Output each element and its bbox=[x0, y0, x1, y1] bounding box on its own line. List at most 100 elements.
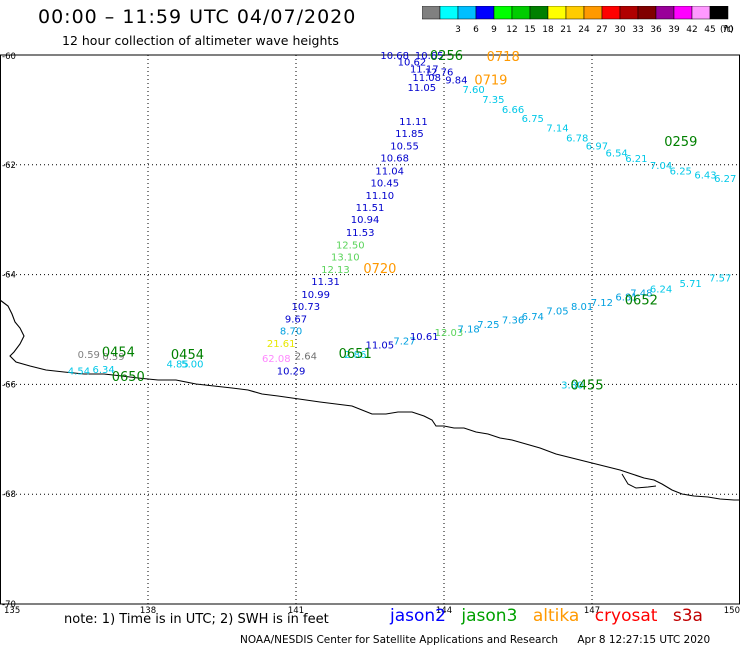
lon-tick-label: 138 bbox=[140, 606, 156, 616]
wave-height-label: 7.48 bbox=[630, 289, 652, 300]
wave-height-label: 7.14 bbox=[546, 123, 568, 134]
wave-height-label: 11.85 bbox=[395, 129, 424, 140]
wave-height-label: 7.12 bbox=[591, 298, 613, 309]
lon-tick-label: 135 bbox=[4, 606, 20, 616]
wave-height-label: 10.65 bbox=[415, 51, 444, 62]
wave-height-label: 6.43 bbox=[694, 171, 716, 182]
wave-height-label: 11.51 bbox=[356, 203, 385, 214]
colorbar-tick-label: 21 bbox=[560, 25, 571, 35]
wave-height-label: 62.08 bbox=[262, 354, 291, 365]
wave-height-label: 6.24 bbox=[650, 284, 672, 295]
wave-height-label: 13.10 bbox=[331, 252, 360, 263]
colorbar-swatch bbox=[709, 6, 729, 20]
wave-height-label: 6.78 bbox=[566, 133, 588, 144]
wave-height-label: 10.73 bbox=[292, 302, 321, 313]
wave-height-label: 10.45 bbox=[370, 178, 399, 189]
colorbar-tick-label: 6 bbox=[473, 25, 479, 35]
coastline-inlet bbox=[621, 473, 657, 489]
footer-note: note: 1) Time is in UTC; 2) SWH is in fe… bbox=[64, 612, 329, 627]
track-time-label: 0454 bbox=[102, 345, 135, 360]
colorbar-tick-label: 70 bbox=[722, 25, 734, 35]
wave-height-label: 11.17 bbox=[410, 65, 439, 76]
wave-height-label: 6.34 bbox=[92, 365, 114, 376]
wave-height-label: 3.80 bbox=[561, 380, 583, 391]
wave-height-label: 11.05 bbox=[407, 83, 436, 94]
track-time-label: 0454 bbox=[171, 348, 204, 363]
legend-altika: altika bbox=[532, 606, 580, 626]
wave-height-label: 7.25 bbox=[477, 320, 499, 331]
map-frame bbox=[0, 54, 740, 605]
wave-height-label: 12.13 bbox=[321, 265, 350, 276]
wave-height-label: 12.76 bbox=[425, 67, 454, 78]
wave-height-label: 6.25 bbox=[670, 166, 692, 177]
wave-height-label: 7.04 bbox=[650, 161, 672, 172]
wave-height-label: 21.61 bbox=[267, 339, 296, 350]
colorbar-tick-label: 39 bbox=[668, 25, 680, 35]
colorbar-tick-label: 12 bbox=[506, 25, 517, 35]
track-time-label: 0651 bbox=[339, 347, 372, 362]
lat-tick-label: -70 bbox=[2, 600, 16, 610]
page-title: 00:00 – 11:59 UTC 04/07/2020 bbox=[38, 6, 357, 28]
wave-height-label: 2.86 bbox=[344, 350, 366, 361]
wave-height-label: 5.00 bbox=[181, 360, 203, 371]
credit-timestamp: Apr 8 12:27:15 UTC 2020 bbox=[577, 634, 711, 646]
wave-height-label: 10.29 bbox=[277, 367, 306, 378]
wave-height-label: 4.54 bbox=[68, 367, 90, 378]
colorbar-legend: 3 6 9 12 15 18 21 24 27 30 33 36 39 42 45 70(ft) bbox=[422, 6, 734, 35]
colorbar-tick-label: 33 bbox=[632, 25, 643, 35]
track-time-label: 0720 bbox=[363, 262, 396, 277]
satellite-legend: jason2 jason3 altika cryosat s3a bbox=[390, 606, 713, 626]
wave-height-label: 6.54 bbox=[606, 149, 628, 160]
wave-height-label: 6.27 bbox=[714, 174, 736, 185]
track-time-label: 0455 bbox=[571, 378, 604, 393]
wave-height-label: 6.21 bbox=[625, 154, 647, 165]
wave-height-label: 7.35 bbox=[482, 95, 504, 106]
legend-jason3: jason3 bbox=[461, 606, 518, 626]
lat-tick-label: -68 bbox=[2, 490, 16, 500]
wave-height-label: 4.85 bbox=[166, 360, 188, 371]
wave-height-label: 11.05 bbox=[366, 340, 395, 351]
wave-height-label: 9.84 bbox=[445, 76, 467, 87]
wave-height-label: 11.53 bbox=[346, 228, 375, 239]
page-subtitle: 12 hour collection of altimeter wave hei… bbox=[62, 33, 339, 48]
track-time-label: 0718 bbox=[487, 50, 520, 65]
lat-tick-label: -60 bbox=[2, 52, 16, 62]
colorbar-tick-label: 18 bbox=[542, 25, 554, 35]
coastline bbox=[0, 299, 740, 501]
wave-height-label: 11.31 bbox=[311, 277, 340, 288]
track-time-label: 0650 bbox=[112, 370, 145, 385]
lon-tick-label: 144 bbox=[436, 606, 452, 616]
wave-height-label: 7.05 bbox=[546, 306, 568, 317]
colorbar-unit-label: (ft) bbox=[720, 25, 734, 35]
wave-height-label: 10.55 bbox=[390, 142, 419, 153]
wave-height-label: 6.74 bbox=[522, 312, 544, 323]
wave-height-label: 7.60 bbox=[462, 85, 484, 96]
wave-height-label: 5.71 bbox=[680, 279, 702, 290]
wave-height-label: 8.70 bbox=[280, 327, 302, 338]
colorbar-tick-label: 36 bbox=[650, 25, 662, 35]
wave-height-label: 10.99 bbox=[301, 290, 330, 301]
wave-height-label: 7.18 bbox=[458, 324, 480, 335]
track-time-label: 0256 bbox=[430, 49, 463, 64]
wave-height-label: 11.11 bbox=[399, 117, 428, 128]
lat-tick-label: -66 bbox=[2, 380, 16, 390]
lon-tick-label: 141 bbox=[288, 606, 304, 616]
wave-height-label: 6.81 bbox=[615, 293, 637, 304]
lon-tick-label: 150 bbox=[724, 606, 740, 616]
colorbar-tick-label: 30 bbox=[614, 25, 626, 35]
track-time-label: 0652 bbox=[625, 293, 658, 308]
wave-height-label: 6.97 bbox=[586, 142, 608, 153]
legend-cryosat: cryosat bbox=[594, 606, 658, 626]
track-time-label: 0719 bbox=[474, 74, 507, 89]
wave-height-label: 10.61 bbox=[410, 332, 439, 343]
colorbar-tick-label: 9 bbox=[491, 25, 497, 35]
wave-height-label: 12.50 bbox=[336, 240, 365, 251]
legend-s3a: s3a bbox=[672, 606, 703, 626]
colorbar-tick-label: 15 bbox=[524, 25, 535, 35]
wave-height-label: 10.62 bbox=[398, 58, 427, 69]
colorbar-tick-label: 27 bbox=[596, 25, 607, 35]
lon-tick-label: 147 bbox=[584, 606, 600, 616]
lat-tick-label: -64 bbox=[2, 271, 16, 281]
colorbar-tick-label: 45 bbox=[704, 25, 715, 35]
